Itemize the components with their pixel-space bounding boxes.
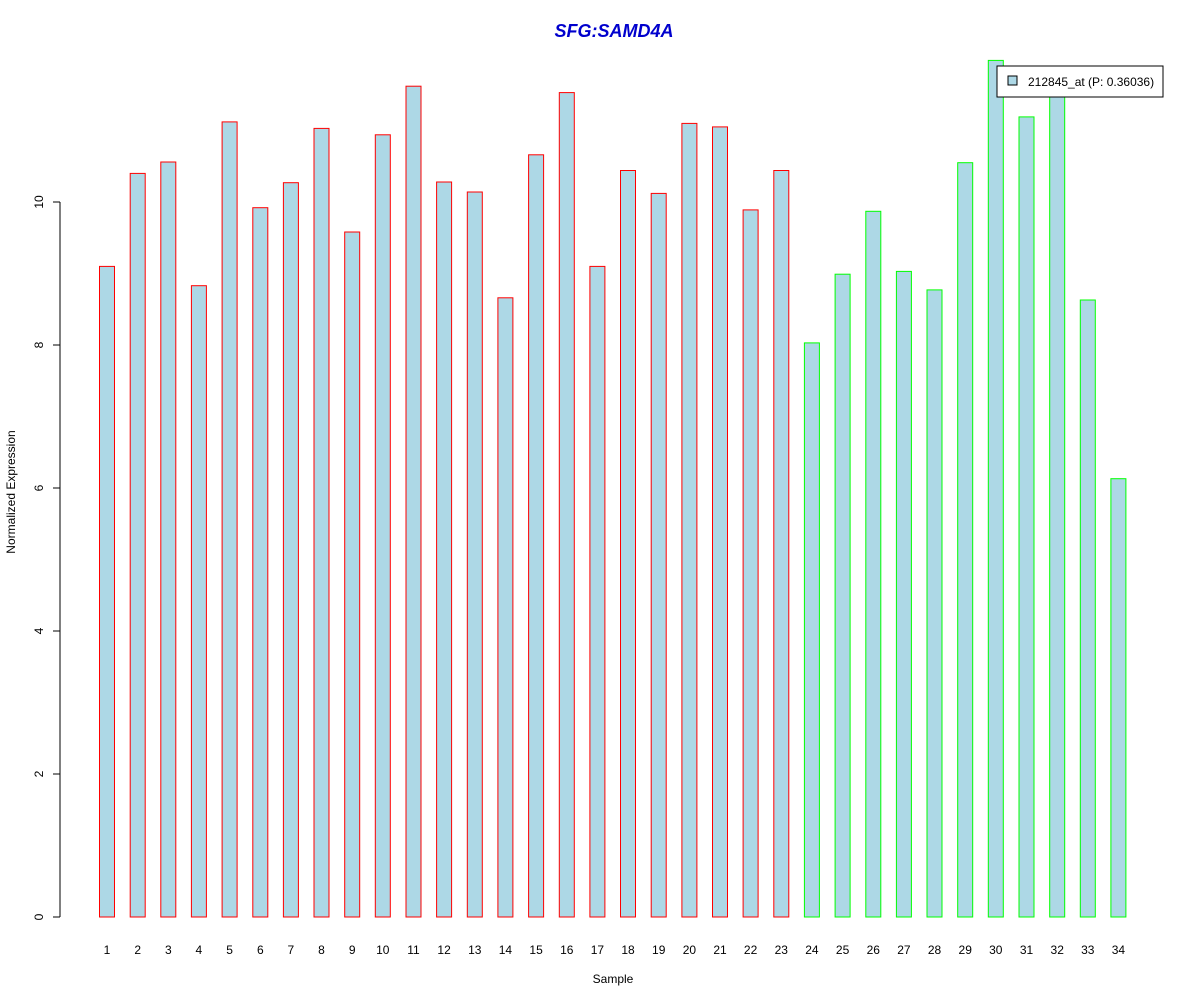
x-tick-label: 12 — [437, 943, 451, 957]
x-tick-label: 15 — [529, 943, 543, 957]
bar-sample-1 — [99, 265, 115, 918]
y-tick-label: 2 — [32, 770, 46, 777]
x-tick-label: 23 — [775, 943, 789, 957]
x-tick-labels: 1 2 3 4 5 6 7 8 9 10 11 12 13 14 15 16 17 18 19 20 21 22 23 24 2… — [104, 943, 1126, 957]
y-tick-label: 6 — [32, 484, 46, 491]
x-tick-label: 1 — [104, 943, 111, 957]
y-tick-label: 8 — [32, 341, 46, 348]
bar-sample-6 — [252, 207, 269, 918]
x-tick-label: 9 — [349, 943, 356, 957]
bar-sample-16 — [558, 92, 575, 918]
x-tick-label: 31 — [1020, 943, 1034, 957]
x-tick-label: 8 — [318, 943, 325, 957]
bar-sample-17 — [589, 265, 606, 918]
bar-sample-31 — [1018, 116, 1035, 918]
bar-sample-26 — [865, 210, 882, 918]
x-tick-label: 17 — [591, 943, 605, 957]
bar-sample-15 — [528, 154, 545, 918]
legend-box — [996, 65, 1164, 98]
bar-sample-5 — [221, 121, 238, 918]
x-tick-label: 5 — [226, 943, 233, 957]
x-tick-label: 3 — [165, 943, 172, 957]
bar-sample-25 — [834, 273, 851, 918]
x-tick-label: 6 — [257, 943, 264, 957]
bar-sample-29 — [957, 162, 974, 918]
x-tick-label: 24 — [805, 943, 819, 957]
bar-sample-18 — [620, 170, 636, 918]
bar-sample-3 — [160, 161, 177, 918]
x-tick-label: 13 — [468, 943, 482, 957]
x-tick-label: 27 — [897, 943, 911, 957]
x-tick-label: 22 — [744, 943, 758, 957]
x-tick-label: 29 — [959, 943, 973, 957]
bar-sample-13 — [466, 191, 483, 918]
bar-sample-14 — [497, 297, 514, 918]
x-tick-label: 28 — [928, 943, 942, 957]
bar-sample-24 — [803, 342, 820, 918]
x-tick-label: 16 — [560, 943, 574, 957]
bar-sample-11 — [405, 85, 422, 918]
legend-swatch — [1007, 75, 1018, 86]
y-axis-label: Normalized Expression — [4, 430, 18, 553]
x-tick-label: 4 — [196, 943, 203, 957]
bar-sample-30 — [987, 59, 1004, 918]
x-tick-label: 10 — [376, 943, 390, 957]
y-tick-label: 10 — [32, 195, 46, 209]
x-tick-label: 33 — [1081, 943, 1095, 957]
x-tick-label: 20 — [683, 943, 697, 957]
bar-sample-32 — [1049, 87, 1066, 918]
bar-sample-33 — [1079, 299, 1096, 918]
bar-sample-27 — [895, 270, 912, 918]
y-tick-label: 4 — [32, 627, 46, 634]
x-tick-label: 2 — [134, 943, 141, 957]
x-tick-label: 11 — [407, 943, 420, 957]
bars-group — [99, 59, 1127, 918]
bar-sample-21 — [712, 126, 728, 918]
bar-sample-12 — [436, 181, 453, 918]
bar-sample-10 — [374, 134, 391, 918]
chart-title: SFG:SAMD4A — [554, 21, 673, 41]
bar-sample-34 — [1110, 478, 1127, 918]
legend: 212845_at (P: 0.36036) — [996, 65, 1164, 98]
bar-sample-23 — [773, 170, 790, 918]
bar-sample-2 — [129, 172, 146, 918]
x-tick-label: 18 — [621, 943, 635, 957]
x-tick-label: 25 — [836, 943, 850, 957]
y-axis: 0 2 4 6 8 10 — [32, 195, 61, 920]
x-tick-label: 19 — [652, 943, 666, 957]
bar-sample-20 — [681, 122, 698, 918]
bar-sample-4 — [190, 285, 207, 918]
x-tick-label: 30 — [989, 943, 1003, 957]
bar-sample-8 — [313, 127, 330, 918]
bar-sample-9 — [344, 231, 361, 918]
x-tick-label: 21 — [713, 943, 727, 957]
bar-sample-7 — [282, 182, 299, 918]
x-tick-label: 32 — [1051, 943, 1065, 957]
y-tick-label: 0 — [32, 913, 46, 920]
bar-sample-19 — [650, 192, 667, 918]
x-axis-label: Sample — [593, 972, 634, 986]
x-tick-label: 14 — [499, 943, 513, 957]
x-tick-label: 34 — [1112, 943, 1126, 957]
x-tick-label: 26 — [867, 943, 881, 957]
x-tick-label: 7 — [288, 943, 295, 957]
bar-sample-22 — [742, 209, 759, 918]
bar-sample-28 — [926, 289, 943, 918]
legend-label: 212845_at (P: 0.36036) — [1028, 75, 1154, 89]
